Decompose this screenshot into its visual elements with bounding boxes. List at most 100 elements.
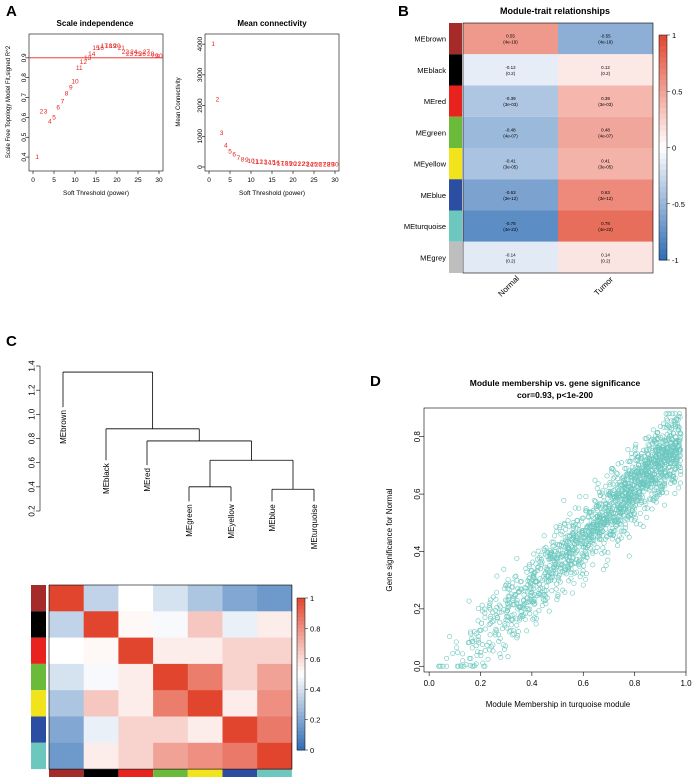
heatmap-cell [118,663,154,691]
scatter-point [551,539,557,545]
scatter-point [516,604,522,610]
colorbar-step [297,598,305,603]
x-tick-label: 25 [310,177,318,184]
scatter-point [569,558,575,564]
scatter-point [454,645,460,651]
cell-pvalue: (3e-05) [503,165,518,170]
module-color-swatch [31,585,46,612]
scatter-point [460,658,466,664]
scatter-point [640,481,646,487]
y-tick-label: 1.0 [28,408,37,420]
y-tick-label: 0.6 [21,112,28,121]
x-tick-label: 0.2 [475,679,487,688]
scatter-point [672,475,678,481]
point-label: 23 [302,161,310,168]
scatter-point [555,592,561,598]
point-label: 11 [252,158,259,165]
scatter-point [536,590,542,596]
scatter-point [531,575,537,581]
scatter-point [637,468,643,474]
scatter-point [614,471,620,477]
scatter-point [601,517,607,523]
scatter-point [516,589,522,595]
scatter-point [622,525,628,531]
scatter-point [623,465,629,471]
scatter-point [444,655,450,661]
scatter-point [533,621,539,627]
leaf-label: MEbrown [59,410,68,444]
scatter-point [524,628,530,634]
scatter-point [634,497,640,503]
scatter-point [473,631,479,637]
leaf-label: MEgreen [185,504,194,536]
scatter-point [547,575,553,581]
scatter-point [675,454,681,460]
scatter-point [494,573,500,579]
scatter-point [450,650,456,656]
heatmap-cell [257,585,293,612]
mean-connectivity-title: Mean connectivity [237,19,307,28]
scatter-point [629,475,635,481]
cell-pvalue: (3e-03) [598,102,613,107]
scale-independence-chart: Scale independence Scale Free Topology M… [6,19,164,197]
scatter-point [574,556,580,562]
scatter-point [610,475,616,481]
module-color-swatch [449,148,462,180]
scatter-point [522,586,528,592]
scatter-point [527,606,533,612]
scatter-point [638,485,644,491]
scatter-point [544,567,550,573]
heatmap-cell [558,148,653,180]
cell-value: -0.41 [505,159,516,164]
scatter-point [602,504,608,510]
scatter-point [635,454,641,460]
scatter-point [600,528,606,534]
scatter-point [635,479,641,485]
scatter-point [654,466,660,472]
colorbar-step [297,647,305,652]
scatter-point [590,548,596,554]
heatmap-cell [187,585,223,612]
scatter-point [576,505,582,511]
scatter-point [468,631,474,637]
scatter-point [591,519,597,525]
colorbar-step [297,632,305,637]
scatter-point [495,615,501,621]
scatter-point [577,494,583,500]
scatter-point [534,567,540,573]
scatter-point [645,471,651,477]
scatter-point [560,587,566,593]
scatter-point [646,446,652,452]
point-label: 17 [101,43,109,50]
heatmap-cell [222,716,258,744]
scatter-point [478,627,484,633]
adjacency-heatmap-chart: 1 0.8 0.6 0.4 0.2 0 [31,584,320,777]
scatter-point [584,554,590,560]
scatter-point [559,529,565,535]
scatter-point [579,528,585,534]
scatter-point [609,536,615,542]
scatter-point [525,589,531,595]
heatmap-cell [83,585,119,612]
colorbar-step [297,693,305,698]
scatter-point [616,490,622,496]
scatter-point [469,663,475,669]
scatter-point [619,475,625,481]
row-label: MEbrown [414,35,446,44]
cell-value: -0.63 [505,190,516,195]
point-label: 13 [84,55,92,62]
scatter-point [675,427,681,433]
scatter-point [658,449,664,455]
module-membership-ylabel: Gene significance for Normal [385,488,394,591]
scatter-point [659,462,665,468]
colorbar-step [659,237,667,244]
scatter-point [490,609,496,615]
cell-pvalue: (4e-07) [503,133,518,138]
cell-pvalue: (0.2) [506,258,516,263]
scatter-point [487,602,493,608]
scatter-point [563,527,569,533]
scatter-point [601,498,607,504]
scatter-point [640,524,646,530]
scatter-point [570,520,576,526]
scatter-point [626,468,632,474]
